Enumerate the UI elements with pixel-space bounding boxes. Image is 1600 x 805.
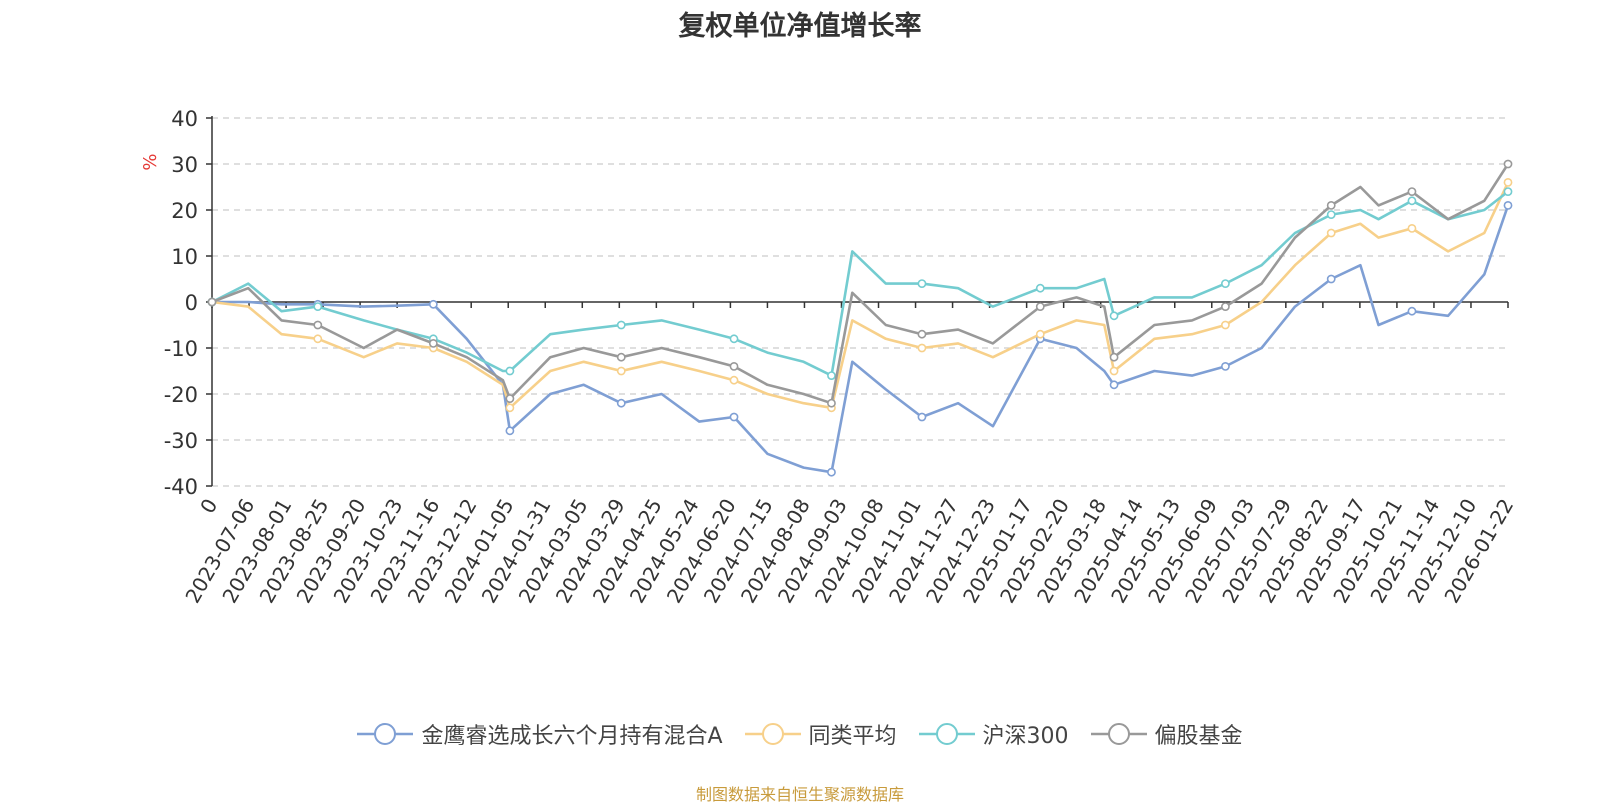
- y-tick-label: -30: [164, 429, 198, 453]
- data-point: [1326, 274, 1336, 284]
- tick-labels: 403020100-10-20-30-40%02023-07-062023-08…: [140, 107, 1518, 607]
- data-point: [1407, 306, 1417, 316]
- legend-label: 同类平均: [808, 724, 897, 749]
- data-point: [1035, 302, 1045, 311]
- data-point: [1221, 302, 1230, 311]
- data-point: [917, 412, 927, 422]
- grid-lines: [212, 117, 1508, 487]
- data-point: [1109, 366, 1119, 376]
- data-point: [616, 398, 626, 408]
- data-point: [917, 343, 927, 353]
- chart-title: 复权单位净值增长率: [678, 11, 922, 42]
- y-tick-label: 10: [171, 245, 198, 269]
- data-point: [729, 375, 739, 385]
- axes: [206, 116, 1509, 487]
- series-line: [211, 163, 1510, 405]
- legend-label: 金鹰睿选成长六个月持有混合A: [421, 724, 723, 749]
- legend-item[interactable]: 同类平均: [744, 718, 897, 750]
- y-axis-label: %: [140, 153, 161, 170]
- data-point: [313, 302, 323, 311]
- data-point: [1109, 311, 1119, 321]
- data-point: [729, 412, 739, 422]
- y-tick-label: -10: [164, 337, 198, 361]
- y-tick-label: -40: [164, 475, 198, 499]
- legend-marker-icon: [357, 723, 414, 745]
- data-point: [207, 297, 217, 307]
- data-point: [729, 334, 739, 344]
- data-point: [1503, 177, 1513, 187]
- data-point: [1035, 329, 1045, 339]
- data-point: [428, 338, 438, 348]
- legend-marker-icon: [744, 723, 801, 745]
- data-point: [1221, 361, 1230, 371]
- legend-item[interactable]: 偏股基金: [1090, 718, 1243, 750]
- data-point: [616, 366, 626, 376]
- data-point: [1326, 228, 1336, 238]
- data-point: [827, 467, 836, 477]
- data-point: [428, 299, 438, 309]
- series-line: [211, 190, 1509, 377]
- y-tick-label: 0: [185, 291, 198, 315]
- legend-item[interactable]: 沪深300: [918, 718, 1069, 750]
- y-tick-label: 40: [171, 107, 198, 131]
- data-point: [505, 426, 515, 436]
- data-point: [1503, 200, 1513, 210]
- data-point: [616, 320, 626, 330]
- data-point: [1407, 223, 1417, 233]
- data-point: [505, 366, 515, 376]
- data-point: [616, 352, 626, 362]
- data-point: [917, 279, 927, 288]
- data-point: [1109, 352, 1119, 362]
- data-point: [505, 394, 515, 403]
- data-point: [313, 320, 323, 330]
- data-point: [1503, 187, 1513, 196]
- y-tick-label: 20: [171, 199, 198, 223]
- series-lines: [207, 159, 1513, 477]
- data-point: [1407, 187, 1417, 196]
- data-point: [1109, 380, 1119, 390]
- series-line: [211, 181, 1510, 410]
- data-point: [729, 361, 739, 371]
- data-point: [1407, 196, 1417, 206]
- y-tick-label: 30: [171, 153, 198, 177]
- legend: 金鹰睿选成长六个月持有混合A 同类平均 沪深300 偏股基金: [0, 718, 1600, 750]
- data-point: [827, 398, 836, 408]
- legend-label: 偏股基金: [1154, 724, 1243, 749]
- legend-marker-icon: [1090, 723, 1147, 745]
- data-point: [313, 334, 323, 344]
- data-point: [1326, 200, 1336, 210]
- legend-item[interactable]: 金鹰睿选成长六个月持有混合A: [357, 718, 723, 750]
- source-note: 制图数据来自恒生聚源数据库: [695, 785, 904, 804]
- data-point: [1035, 283, 1045, 293]
- data-point: [1503, 159, 1513, 169]
- data-point: [1221, 320, 1230, 330]
- x-tick-label: 0: [195, 495, 222, 518]
- data-point: [827, 371, 836, 380]
- legend-marker-icon: [918, 723, 975, 745]
- data-point: [505, 403, 515, 413]
- legend-label: 沪深300: [982, 724, 1069, 749]
- data-point: [1326, 210, 1336, 219]
- data-point: [917, 329, 927, 339]
- y-tick-label: -20: [164, 383, 198, 407]
- series-line: [212, 204, 1510, 474]
- data-point: [1221, 279, 1230, 288]
